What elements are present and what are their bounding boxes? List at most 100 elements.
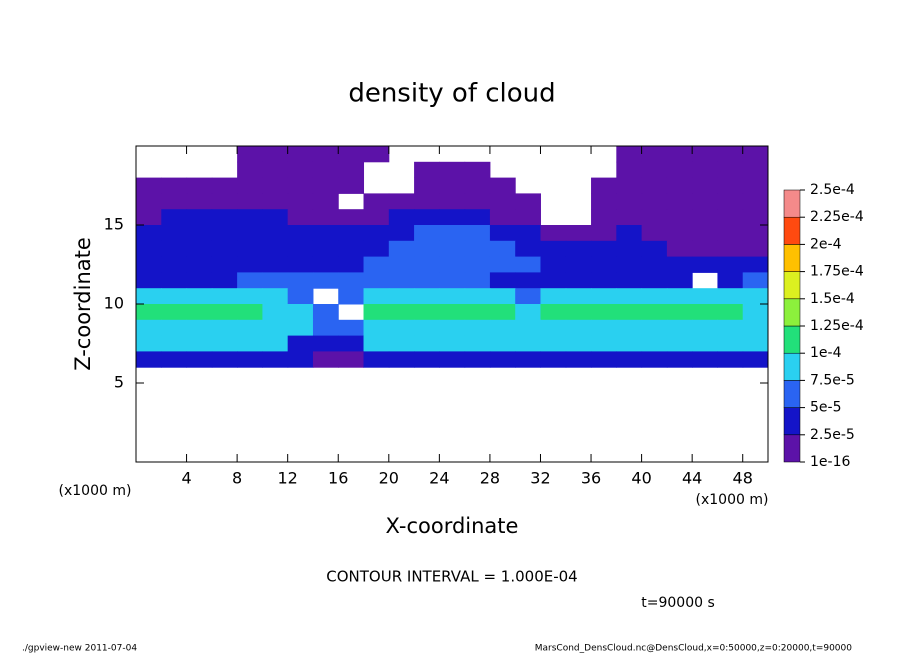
cell	[211, 240, 238, 258]
cell	[388, 193, 415, 210]
colorbar-label: 1.75e-4	[810, 264, 864, 280]
cell	[262, 177, 289, 194]
cell	[186, 256, 213, 273]
x-tick-label: 32	[530, 469, 550, 488]
cell	[211, 256, 238, 273]
cell	[237, 351, 263, 368]
cell	[666, 256, 693, 273]
cell	[388, 272, 415, 289]
x-tick-label: 24	[429, 469, 449, 488]
cell	[287, 256, 314, 273]
cell	[666, 193, 693, 210]
cell	[136, 304, 162, 321]
cell	[515, 209, 541, 226]
cell	[464, 177, 491, 194]
cell	[591, 288, 617, 305]
cell	[565, 335, 592, 352]
cell	[641, 256, 668, 273]
cell	[742, 351, 769, 368]
cell	[237, 319, 263, 337]
cell	[439, 304, 466, 321]
colorbar-swatch	[783, 189, 801, 218]
cell	[717, 256, 744, 273]
cell	[692, 240, 718, 258]
cell	[136, 177, 162, 194]
cell	[338, 288, 365, 305]
cell	[287, 351, 314, 368]
cell	[439, 193, 466, 210]
cell	[464, 335, 491, 352]
colorbar-label: 2.5e-5	[810, 427, 855, 443]
colorbar-swatch	[783, 352, 801, 381]
cell	[692, 146, 718, 163]
cell	[565, 225, 592, 242]
cell	[237, 161, 263, 179]
cell	[439, 177, 466, 194]
cell	[262, 161, 289, 179]
y-axis-title: Z-coordinate	[71, 237, 95, 371]
cell	[717, 161, 744, 179]
cell	[312, 335, 339, 352]
cell	[540, 304, 567, 321]
cell	[641, 335, 668, 352]
cell	[211, 288, 238, 305]
cell	[414, 161, 440, 179]
cell	[136, 351, 162, 368]
cell	[641, 351, 668, 368]
colorbar-label: 7.5e-5	[810, 372, 855, 388]
cell	[237, 272, 263, 289]
cell	[414, 240, 440, 258]
cell	[262, 146, 289, 163]
cell	[262, 319, 289, 337]
cell	[312, 272, 339, 289]
cell	[464, 351, 491, 368]
cell	[237, 240, 263, 258]
cell	[161, 288, 188, 305]
cell	[161, 319, 188, 337]
cell	[565, 319, 592, 337]
cell	[692, 161, 718, 179]
cell	[717, 335, 744, 352]
cell	[515, 351, 541, 368]
cell	[641, 146, 668, 163]
cell	[363, 304, 390, 321]
cell	[237, 225, 263, 242]
cell	[666, 146, 693, 163]
cell	[616, 351, 643, 368]
cell	[641, 319, 668, 337]
cell	[439, 225, 466, 242]
cell	[363, 256, 390, 273]
cell	[717, 193, 744, 210]
cell	[616, 319, 643, 337]
cell	[439, 319, 466, 337]
cell	[540, 319, 567, 337]
y-tick-label: 5	[114, 373, 124, 392]
cell	[363, 272, 390, 289]
cell	[540, 351, 567, 368]
cell	[312, 319, 339, 337]
cell	[262, 256, 289, 273]
x-tick-label: 4	[181, 469, 191, 488]
contour-note: CONTOUR INTERVAL = 1.000E-04	[326, 568, 577, 586]
cell	[312, 225, 339, 242]
cell	[540, 225, 567, 242]
cell	[616, 335, 643, 352]
cell	[717, 177, 744, 194]
cell	[287, 177, 314, 194]
cell	[591, 272, 617, 289]
cell	[565, 272, 592, 289]
cell	[363, 319, 390, 337]
cell	[363, 288, 390, 305]
cell	[287, 193, 314, 210]
cell	[211, 351, 238, 368]
cell	[312, 193, 339, 210]
cell	[312, 177, 339, 194]
cell	[464, 225, 491, 242]
cell	[186, 272, 213, 289]
cell	[692, 209, 718, 226]
cell	[540, 335, 567, 352]
cell	[338, 272, 365, 289]
cell	[489, 225, 516, 242]
cell	[439, 288, 466, 305]
cell	[186, 240, 213, 258]
